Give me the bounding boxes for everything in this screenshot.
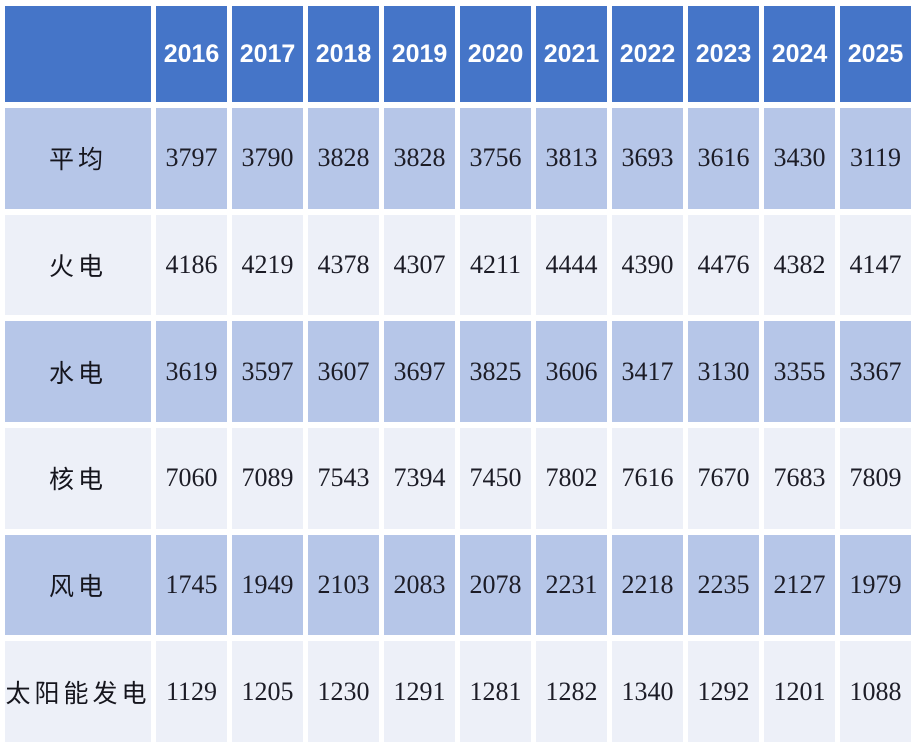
table-row: 太阳能发电 1129 1205 1230 1291 1281 1282 1340 1292 120… <box>5 641 911 742</box>
value-cell: 1282 <box>536 641 607 742</box>
value-cell: 7802 <box>536 427 607 529</box>
value-cell: 3130 <box>688 321 759 422</box>
value-cell: 2127 <box>764 534 835 636</box>
value-cell: 3825 <box>460 321 531 422</box>
row-label: 风电 <box>5 534 151 636</box>
value-cell: 3828 <box>384 108 455 209</box>
value-cell: 7450 <box>460 427 531 529</box>
value-cell: 1201 <box>764 641 835 742</box>
value-cell: 3756 <box>460 108 531 209</box>
value-cell: 2078 <box>460 534 531 636</box>
row-label: 太阳能发电 <box>5 641 151 742</box>
value-cell: 7060 <box>156 427 227 529</box>
value-cell: 4307 <box>384 214 455 316</box>
value-cell: 3430 <box>764 108 835 209</box>
year-header: 2024 <box>764 6 835 102</box>
value-cell: 3355 <box>764 321 835 422</box>
table-row: 风电 1745 1949 2103 2083 2078 2231 2218 2235 2127 19… <box>5 534 911 636</box>
value-cell: 2218 <box>612 534 683 636</box>
value-cell: 3797 <box>156 108 227 209</box>
value-cell: 2235 <box>688 534 759 636</box>
value-cell: 1292 <box>688 641 759 742</box>
row-label: 火电 <box>5 214 151 316</box>
value-cell: 4382 <box>764 214 835 316</box>
value-cell: 1745 <box>156 534 227 636</box>
value-cell: 2103 <box>308 534 379 636</box>
value-cell: 3828 <box>308 108 379 209</box>
value-cell: 4378 <box>308 214 379 316</box>
value-cell: 7809 <box>840 427 911 529</box>
value-cell: 4390 <box>612 214 683 316</box>
value-cell: 3619 <box>156 321 227 422</box>
value-cell: 4219 <box>232 214 303 316</box>
year-header: 2021 <box>536 6 607 102</box>
year-header: 2018 <box>308 6 379 102</box>
value-cell: 4211 <box>460 214 531 316</box>
value-cell: 2083 <box>384 534 455 636</box>
value-cell: 7543 <box>308 427 379 529</box>
header-row: 2016 2017 2018 2019 2020 2021 2022 2023 2024 2025 <box>5 6 911 102</box>
value-cell: 3813 <box>536 108 607 209</box>
year-header: 2023 <box>688 6 759 102</box>
value-cell: 3417 <box>612 321 683 422</box>
value-cell: 4444 <box>536 214 607 316</box>
year-header: 2025 <box>840 6 911 102</box>
value-cell: 1340 <box>612 641 683 742</box>
year-header: 2020 <box>460 6 531 102</box>
table-row: 火电 4186 4219 4378 4307 4211 4444 4390 4476 4382 41… <box>5 214 911 316</box>
year-header: 2016 <box>156 6 227 102</box>
year-header: 2019 <box>384 6 455 102</box>
value-cell: 3597 <box>232 321 303 422</box>
value-cell: 3697 <box>384 321 455 422</box>
table-row: 核电 7060 7089 7543 7394 7450 7802 7616 7670 7683 78… <box>5 427 911 529</box>
value-cell: 1205 <box>232 641 303 742</box>
value-cell: 7683 <box>764 427 835 529</box>
value-cell: 2231 <box>536 534 607 636</box>
value-cell: 4186 <box>156 214 227 316</box>
value-cell: 1230 <box>308 641 379 742</box>
table-header: 2016 2017 2018 2019 2020 2021 2022 2023 2024 2025 <box>5 6 911 102</box>
table-row: 水电 3619 3597 3607 3697 3825 3606 3417 3130 3355 33… <box>5 321 911 422</box>
value-cell: 3616 <box>688 108 759 209</box>
value-cell: 1949 <box>232 534 303 636</box>
value-cell: 1979 <box>840 534 911 636</box>
value-cell: 7670 <box>688 427 759 529</box>
value-cell: 3790 <box>232 108 303 209</box>
corner-cell <box>5 6 151 102</box>
value-cell: 3367 <box>840 321 911 422</box>
value-cell: 1291 <box>384 641 455 742</box>
value-cell: 1129 <box>156 641 227 742</box>
value-cell: 3606 <box>536 321 607 422</box>
year-header: 2022 <box>612 6 683 102</box>
value-cell: 4147 <box>840 214 911 316</box>
year-header: 2017 <box>232 6 303 102</box>
table-body: 平均 3797 3790 3828 3828 3756 3813 3693 3616 3430 31… <box>5 108 911 742</box>
value-cell: 7089 <box>232 427 303 529</box>
value-cell: 1281 <box>460 641 531 742</box>
value-cell: 3119 <box>840 108 911 209</box>
row-label: 核电 <box>5 427 151 529</box>
value-cell: 7616 <box>612 427 683 529</box>
row-label: 水电 <box>5 321 151 422</box>
table-row: 平均 3797 3790 3828 3828 3756 3813 3693 3616 3430 31… <box>5 108 911 209</box>
value-cell: 3693 <box>612 108 683 209</box>
value-cell: 1088 <box>840 641 911 742</box>
row-label: 平均 <box>5 108 151 209</box>
value-cell: 4476 <box>688 214 759 316</box>
value-cell: 7394 <box>384 427 455 529</box>
value-cell: 3607 <box>308 321 379 422</box>
